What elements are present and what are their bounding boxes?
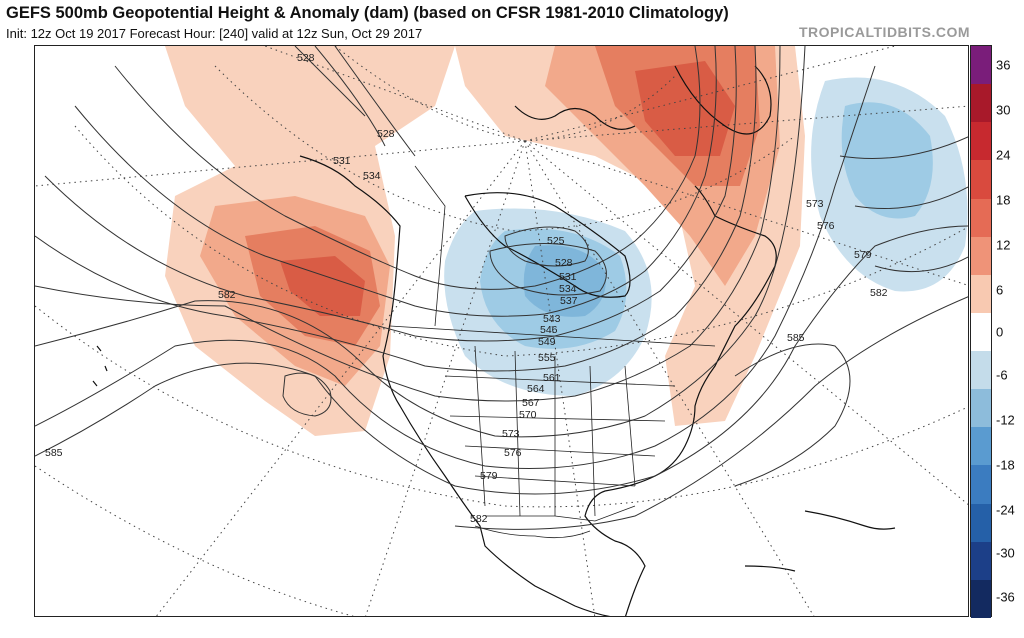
contour-label: 573: [502, 428, 520, 440]
contour-label: 549: [538, 336, 556, 348]
contour-label: 531: [559, 271, 577, 283]
colorbar-tick-label: -6: [996, 367, 1008, 383]
colorbar-segment: [971, 351, 991, 390]
colorbar-tick-label: -12: [996, 412, 1015, 428]
colorbar-tick-label: 12: [996, 237, 1011, 253]
contour-labels: 5285285315345255285315345375435465495555…: [45, 52, 888, 525]
colorbar-tick-labels: 36 30 24 18 12 6 0 -6 -12 -18 -24 -30 -36: [992, 45, 1024, 617]
contour-label: 576: [504, 447, 522, 459]
contour-label: 534: [559, 283, 577, 295]
contour-label: 528: [555, 257, 573, 269]
contour-label: 582: [870, 287, 888, 299]
contour-label: 585: [787, 332, 805, 344]
colorbar-segment: [971, 236, 991, 275]
colorbar-tick-label: 0: [996, 324, 1004, 340]
contour-label: 561: [543, 372, 561, 384]
contour-label: 582: [470, 513, 488, 525]
colorbar-tick-label: -36: [996, 589, 1015, 605]
colorbar-tick-label: 6: [996, 282, 1004, 298]
colorbar-segment: [971, 503, 991, 542]
colorbar-tick-label: -24: [996, 502, 1015, 518]
colorbar-segment: [971, 465, 991, 504]
contour-label: 525: [547, 235, 565, 247]
map-panel: 528 528 531 534 525 528 531 534 537 543 546 549 555 5…: [34, 45, 969, 617]
contour-label: 546: [540, 324, 558, 336]
height-contours: [35, 46, 968, 530]
colorbar-segment: [971, 160, 991, 199]
neg-anomaly-atlantic-mid: [841, 102, 933, 219]
map-title: GEFS 500mb Geopotential Height & Anomaly…: [6, 4, 729, 22]
colorbar-segment: [971, 579, 991, 618]
brand-watermark: TROPICALTIDBITS.COM: [798, 24, 970, 40]
colorbar-segment: [971, 122, 991, 161]
contour-label: 528: [297, 52, 315, 64]
contour-label: 567: [522, 397, 540, 409]
contour-label: 582: [218, 289, 236, 301]
colorbar-tick-label: 24: [996, 147, 1011, 163]
colorbar-tick-label: -18: [996, 457, 1015, 473]
contour-label: 570: [519, 409, 537, 421]
height-anomaly-map: 5285285315345255285315345375435465495555…: [35, 46, 968, 616]
contour-label: 579: [854, 249, 872, 261]
anomaly-shading: [165, 46, 968, 436]
colorbar-segment: [971, 198, 991, 237]
anomaly-colorbar: [970, 45, 992, 618]
colorbar-segment: [971, 274, 991, 313]
colorbar-segment: [971, 541, 991, 580]
contour-label: 555: [538, 352, 556, 364]
contour-label: 534: [363, 170, 381, 182]
contour-label: 543: [543, 313, 561, 325]
colorbar-tick-label: 18: [996, 192, 1011, 208]
contour-label: 576: [817, 220, 835, 232]
pos-anomaly-east-max: [635, 61, 735, 156]
graticule: [35, 46, 968, 616]
colorbar-segment: [971, 312, 991, 352]
colorbar-segment: [971, 46, 991, 85]
colorbar-segment: [971, 427, 991, 466]
contour-label: 579: [480, 470, 498, 482]
colorbar-tick-label: -30: [996, 545, 1015, 561]
contour-label: 537: [560, 295, 578, 307]
contour-label: 585: [45, 447, 63, 459]
neg-anomaly-central-strong: [523, 245, 606, 317]
colorbar-segment: [971, 389, 991, 428]
colorbar-segment: [971, 84, 991, 123]
contour-label: 573: [806, 198, 824, 210]
colorbar-tick-label: 30: [996, 102, 1011, 118]
contour-label: 564: [527, 383, 545, 395]
contour-label: 531: [333, 155, 351, 167]
colorbar-tick-label: 36: [996, 57, 1011, 73]
map-subtitle: Init: 12z Oct 19 2017 Forecast Hour: [24…: [6, 26, 423, 41]
pos-anomaly-west-max: [280, 256, 365, 316]
contour-label: 528: [377, 128, 395, 140]
